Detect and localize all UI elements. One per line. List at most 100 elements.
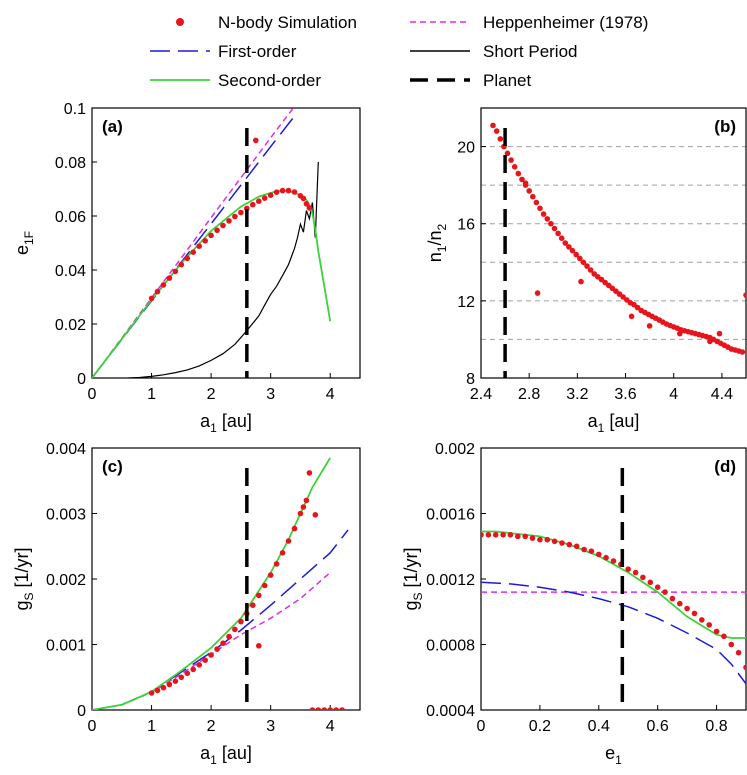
x-tick-label: 0 — [477, 718, 486, 735]
x-tick-label: 4 — [326, 386, 335, 403]
nbody-point — [202, 238, 208, 244]
x-tick-label: 1 — [147, 386, 156, 403]
x-tick-label: 3 — [266, 718, 275, 735]
nbody-point — [285, 538, 292, 544]
nbody-point — [654, 584, 661, 590]
x-tick-label: 0.8 — [705, 718, 727, 735]
nbody-point — [588, 548, 595, 554]
nbody-point — [646, 323, 653, 329]
nbody-point — [647, 579, 654, 586]
series-second-order — [481, 530, 746, 639]
plot-frame — [480, 447, 747, 711]
nbody-point — [716, 330, 723, 337]
nbody-point — [148, 690, 155, 696]
nbody-point — [315, 707, 322, 710]
nbody-point — [178, 261, 185, 268]
plot-frame — [91, 107, 361, 379]
nbody-point — [713, 628, 720, 635]
y-tick-label: 0.004 — [46, 441, 86, 458]
nbody-point — [691, 610, 698, 617]
panel-d: 0 0.2 0.4 0.6 0.8 0.0004 0.0008 0.0012 0.0016 0.0… — [401, 441, 747, 767]
nbody-point — [492, 532, 499, 538]
nbody-point — [238, 209, 244, 216]
nbody-point — [551, 538, 558, 545]
x-axis-label: a1 [au] — [200, 743, 252, 767]
x-tick-label: 2 — [207, 718, 216, 735]
nbody-point — [279, 187, 286, 194]
x-tick-label: 0 — [88, 718, 97, 735]
nbody-point — [706, 622, 712, 628]
nbody-point — [534, 290, 541, 296]
panel-b: 2.4 2.8 3.2 3.6 4 4.4 8 12 16 20 a1 [au] n1/n2 (b) — [425, 107, 747, 435]
nbody-point — [166, 275, 173, 281]
nbody-point — [214, 227, 220, 234]
nbody-point — [735, 649, 742, 656]
x-tick-label: 3.2 — [566, 386, 588, 403]
plot-area — [92, 108, 332, 378]
x-axis-label: a1 [au] — [588, 411, 640, 435]
nbody-point — [677, 330, 683, 337]
y-axis-label: gS [1/yr] — [401, 547, 425, 610]
nbody-point — [558, 235, 565, 241]
series-second-order — [92, 189, 332, 378]
x-tick-label: 2.8 — [518, 386, 540, 403]
nbody-point — [303, 201, 310, 207]
nbody-point — [578, 278, 584, 285]
nbody-point — [154, 288, 161, 295]
nbody-point — [220, 222, 226, 229]
nbody-point — [587, 267, 594, 273]
nbody-point — [300, 195, 307, 202]
nbody-point — [309, 707, 316, 710]
panel-label: (c) — [102, 457, 123, 476]
y-tick-label: 0.0016 — [426, 507, 475, 524]
series-second-order — [92, 457, 331, 710]
x-axis-label: a1 [au] — [200, 411, 252, 435]
nbody-point — [573, 543, 580, 550]
x-tick-label: 0.6 — [647, 718, 669, 735]
nbody-point — [250, 602, 256, 608]
nbody-point — [551, 225, 558, 232]
y-tick-label: 8 — [466, 371, 475, 388]
y-tick-label: 0.0004 — [426, 703, 475, 720]
nbody-point — [291, 525, 298, 532]
nbody-point — [640, 574, 646, 581]
x-tick-label: 4 — [326, 718, 335, 735]
nbody-point — [485, 532, 492, 538]
y-tick-label: 0.1 — [64, 101, 86, 118]
nbody-point — [603, 554, 609, 561]
nbody-point — [184, 255, 191, 262]
legend-entry-planet: Planet — [410, 71, 531, 90]
y-tick-label: 0 — [77, 703, 86, 720]
nbody-point — [273, 561, 280, 567]
legend-entry-first: First-order — [150, 42, 297, 61]
nbody-point — [628, 313, 635, 320]
panel-label: (d) — [714, 457, 736, 476]
nbody-point — [530, 193, 536, 200]
nbody-point — [669, 595, 676, 602]
nbody-point — [519, 176, 525, 183]
legend: N-body Simulation Heppenheimer (1978) Firs… — [150, 13, 648, 90]
series-first-order — [481, 581, 746, 685]
nbody-point — [566, 541, 573, 548]
x-tick-label: 3 — [266, 386, 275, 403]
nbody-point — [333, 707, 339, 710]
nbody-point — [540, 211, 547, 217]
nbody-point — [610, 558, 617, 564]
nbody-point — [172, 268, 179, 275]
nbody-point — [306, 470, 313, 476]
nbody-point — [581, 546, 587, 553]
y-axis-label: gS [1/yr] — [12, 547, 36, 610]
nbody-point — [291, 189, 298, 195]
nbody-point — [154, 687, 161, 694]
y-axis-label: e1F — [12, 231, 36, 255]
plot-frame — [480, 107, 747, 379]
nbody-point — [166, 681, 173, 688]
series-short-period — [127, 161, 319, 378]
nbody-point — [566, 244, 572, 250]
nbody-point — [577, 255, 583, 262]
legend-marker-nbody — [176, 18, 184, 26]
nbody-point — [279, 550, 286, 556]
nbody-point — [148, 295, 155, 302]
x-tick-label: 0 — [88, 386, 97, 403]
legend-label-short: Short Period — [483, 42, 578, 61]
